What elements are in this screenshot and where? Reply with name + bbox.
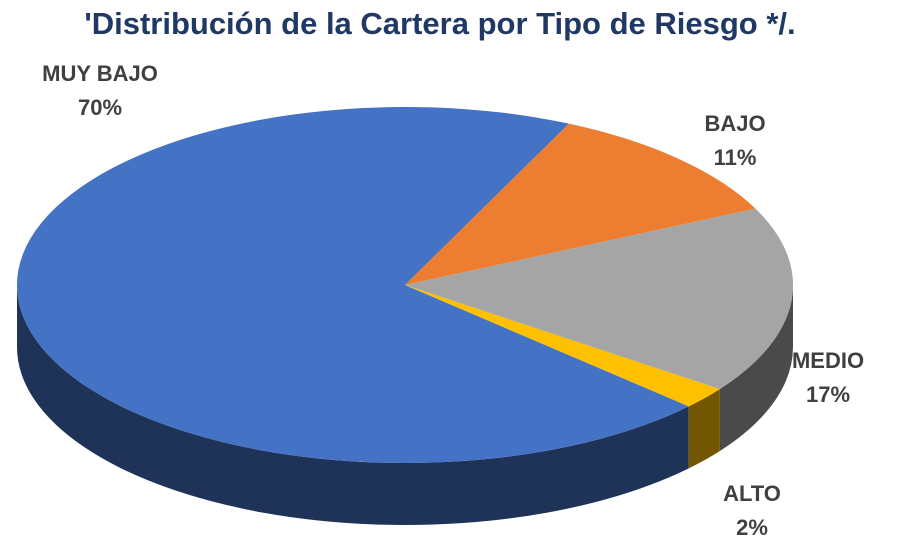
slice-value-label: 70%: [78, 95, 122, 120]
chart-title: 'Distribución de la Cartera por Tipo de …: [84, 6, 796, 41]
slice-label: BAJO: [704, 111, 765, 136]
pie-slice: [405, 123, 756, 285]
slice-value-label: 11%: [714, 145, 757, 170]
pie-slice: [405, 285, 720, 407]
slice-label: MUY BAJO: [42, 61, 158, 86]
pie-slice: [405, 208, 793, 390]
slice-value-label: 2%: [736, 515, 768, 540]
pie-side: [688, 389, 720, 469]
slice-value-label: 17%: [806, 382, 850, 407]
pie-slice: [17, 107, 689, 464]
pie-side: [719, 285, 793, 452]
slice-label: MEDIO: [792, 348, 864, 373]
pie-side: [17, 285, 689, 526]
slice-label: ALTO: [723, 481, 781, 506]
